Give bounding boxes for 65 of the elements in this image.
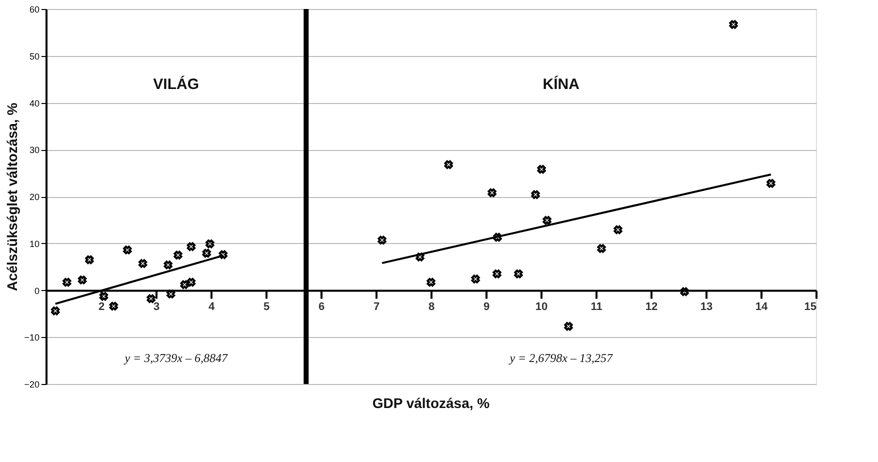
point (444, 160, 453, 169)
x-tick-label: 13 (700, 300, 713, 313)
point (542, 216, 552, 225)
point (531, 190, 540, 199)
y-tick-label: −20 (24, 380, 40, 390)
point (614, 225, 622, 234)
x-tick-label: 10 (535, 300, 548, 313)
point (488, 188, 496, 198)
x-tick-label: 2 (98, 300, 105, 313)
point (537, 164, 546, 174)
y-tick-label: 10 (29, 238, 40, 249)
point (492, 270, 502, 278)
x-tick-label: 7 (373, 300, 380, 313)
point (493, 232, 502, 242)
point (416, 252, 424, 262)
annotation: y = 2,6798x – 13,257 (508, 350, 614, 365)
point (471, 274, 480, 284)
point (109, 302, 118, 311)
x-tick-label: 11 (590, 300, 602, 313)
point (564, 322, 573, 331)
point (766, 179, 776, 188)
y-tick-label: −10 (24, 332, 40, 343)
point (164, 260, 172, 270)
point (62, 278, 72, 287)
point (174, 250, 182, 260)
point (378, 236, 386, 244)
annotation: y = 3,3739x – 6,8847 (124, 350, 228, 365)
x-tick-label: 3 (153, 300, 160, 313)
x-axis-title: GDP változása, % (372, 395, 490, 411)
point (123, 246, 132, 254)
y-tick-label: 50 (29, 51, 40, 62)
point (99, 292, 108, 301)
annotation: KÍNA (542, 75, 580, 93)
y-tick-label: 30 (29, 145, 40, 156)
y-tick-label: 40 (29, 98, 40, 108)
point (146, 294, 156, 304)
y-tick-label: 0 (34, 286, 40, 296)
point (186, 242, 196, 251)
point (78, 276, 87, 284)
annotation: VILÁG (153, 75, 199, 93)
point (206, 240, 214, 248)
point (85, 255, 94, 264)
point (166, 290, 176, 298)
x-tick-label: 15 (804, 300, 816, 313)
point (514, 270, 523, 278)
x-tick-label: 12 (645, 300, 658, 313)
point (680, 287, 689, 296)
point (426, 278, 436, 287)
point (597, 244, 606, 253)
y-tick-label: 20 (29, 192, 40, 202)
point (202, 248, 211, 258)
y-axis-title: Acélszükséglet változása, % (4, 102, 20, 292)
point (218, 250, 228, 259)
x-tick-label: 8 (428, 300, 435, 313)
x-tick-label: 14 (755, 300, 768, 313)
x-tick-label: 6 (318, 300, 325, 313)
point (186, 278, 196, 287)
y-tick-label: 60 (29, 4, 40, 14)
x-tick-label: 9 (483, 300, 490, 313)
x-tick-label: 5 (263, 300, 270, 313)
point (138, 259, 148, 268)
point (729, 20, 738, 29)
point (180, 280, 189, 289)
point (51, 306, 60, 316)
x-tick-label: 4 (208, 300, 216, 313)
